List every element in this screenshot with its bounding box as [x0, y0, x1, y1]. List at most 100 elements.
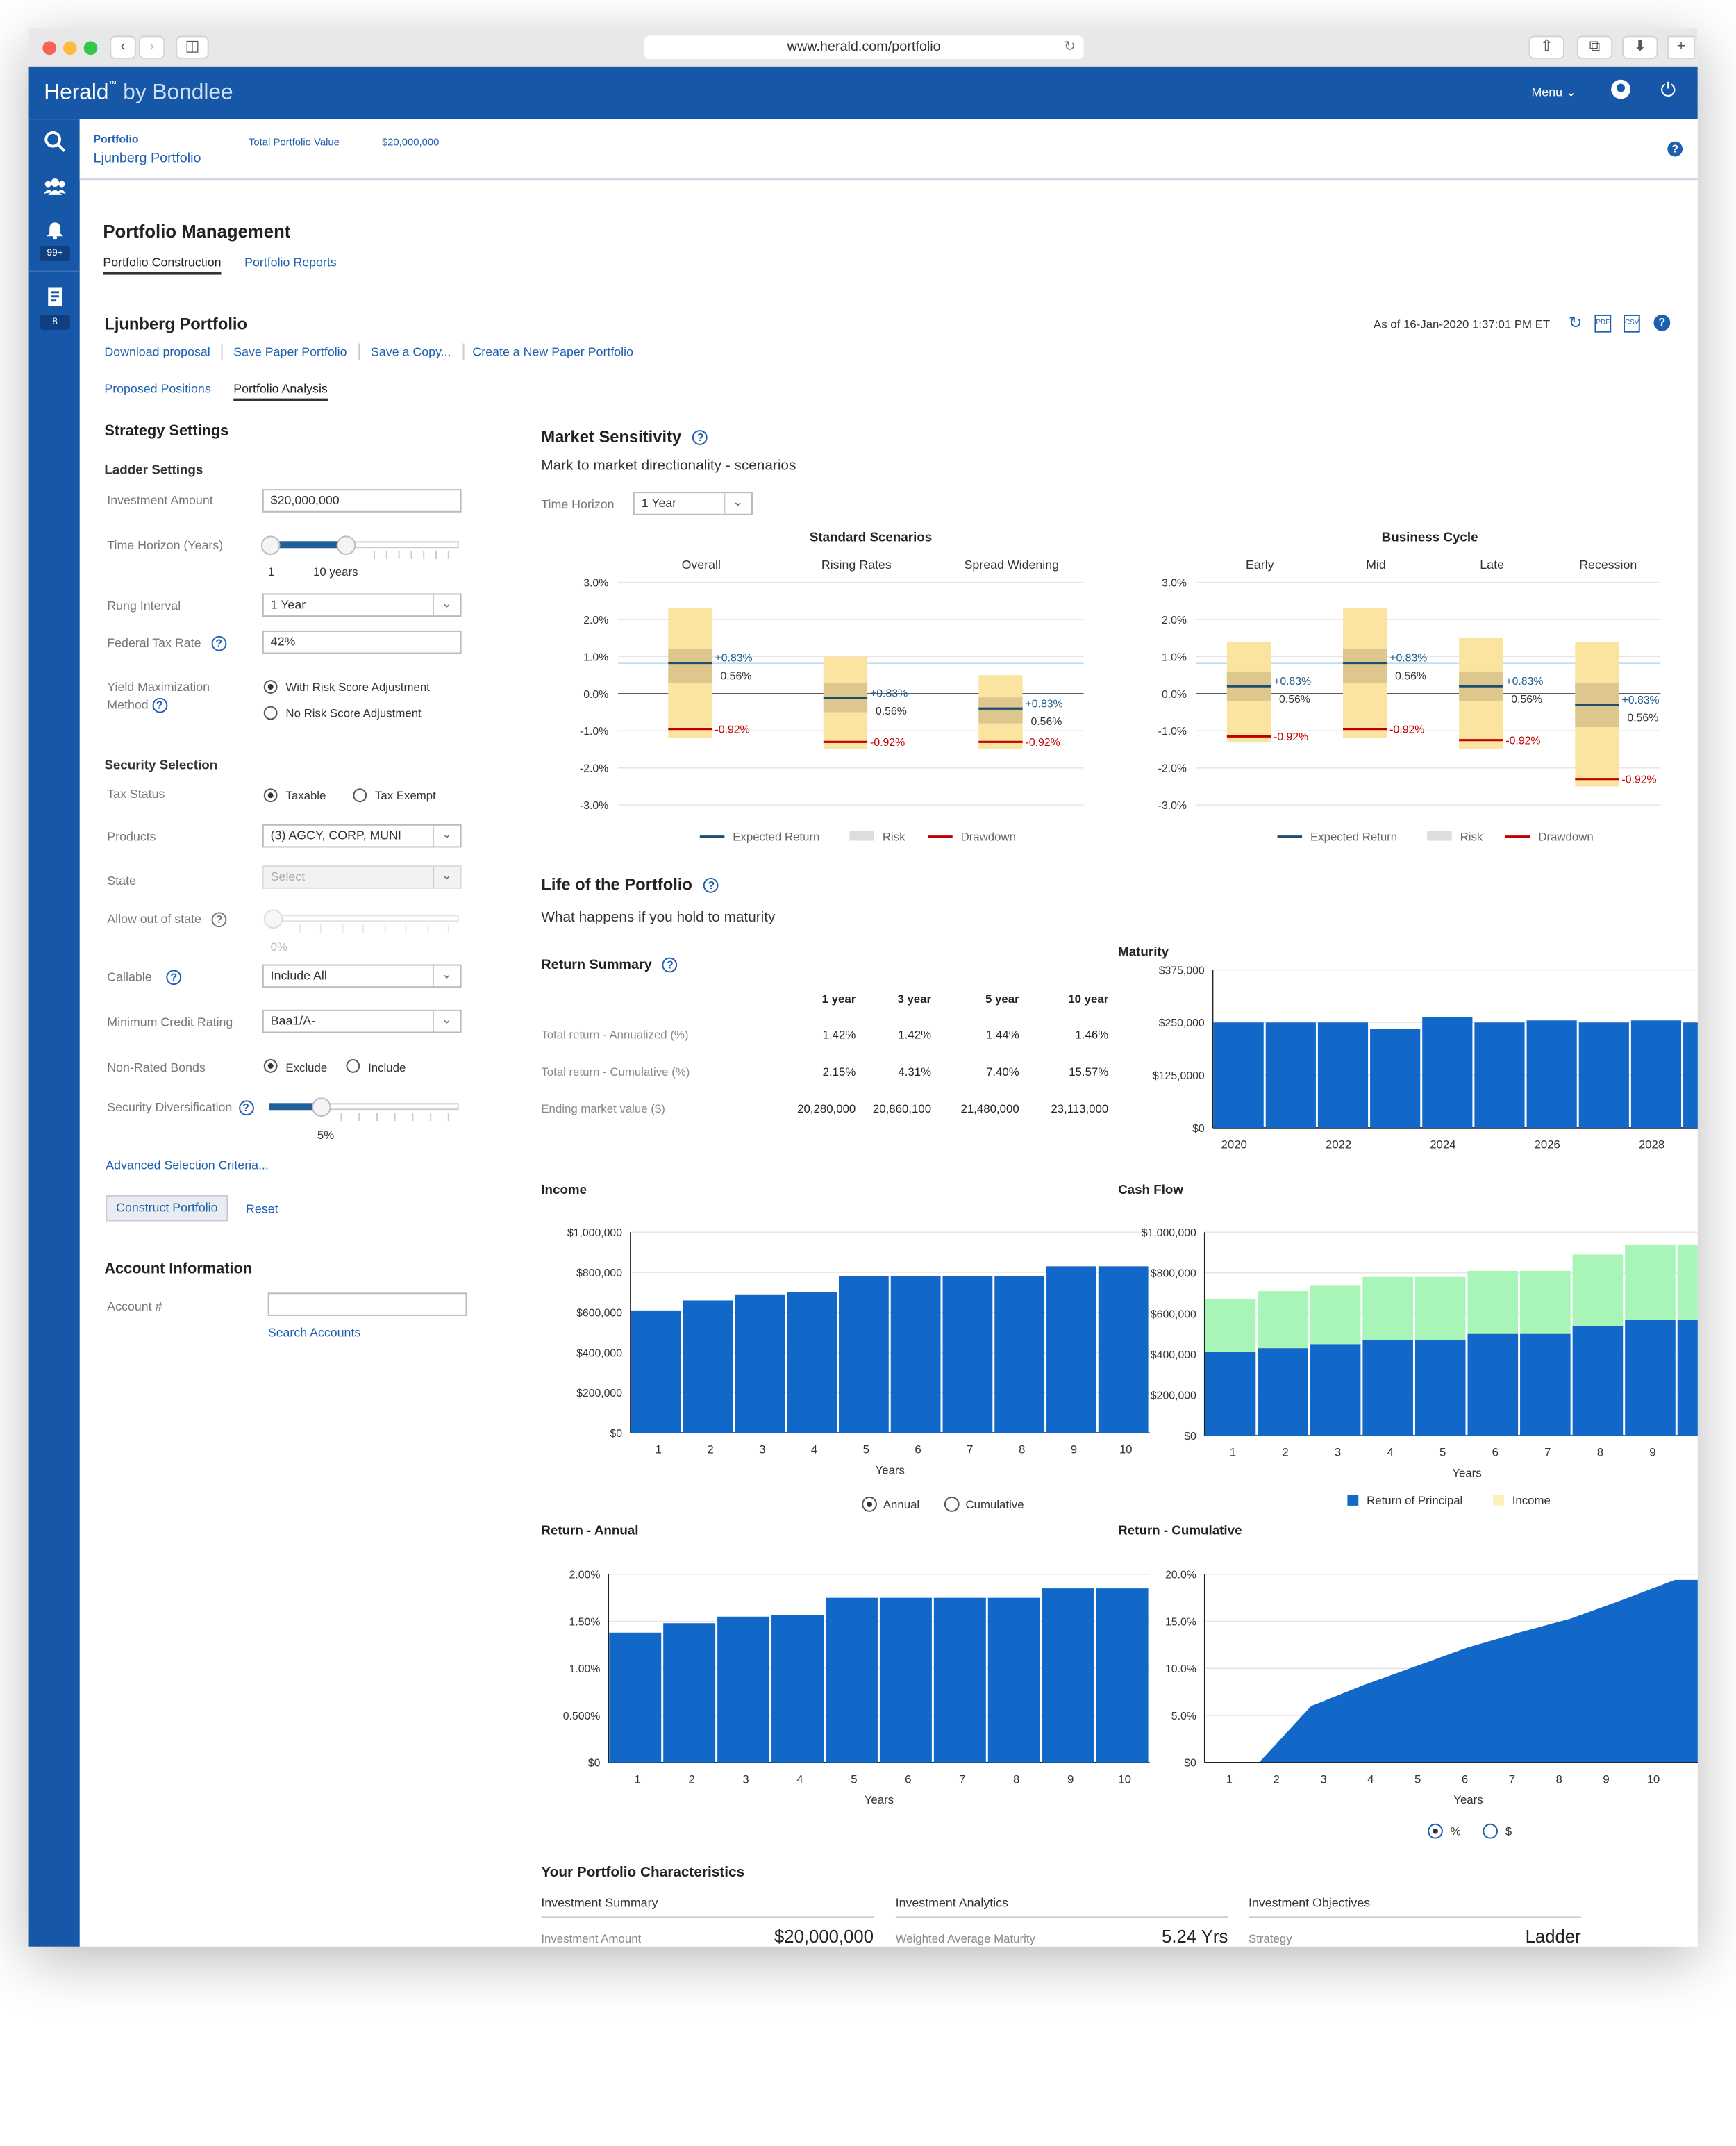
- nonrated-exclude-radio[interactable]: [263, 1059, 278, 1073]
- users-icon[interactable]: [40, 177, 70, 201]
- forward-icon[interactable]: ›: [138, 35, 165, 60]
- min-credit-select[interactable]: Baa1/A-: [262, 1009, 462, 1033]
- help-icon-2[interactable]: ?: [1653, 314, 1671, 331]
- diversification-help-icon[interactable]: ?: [238, 1100, 254, 1116]
- create-paper-portfolio-link[interactable]: Create a New Paper Portfolio: [472, 344, 633, 359]
- bell-icon[interactable]: [40, 221, 70, 243]
- fed-tax-help-icon[interactable]: ?: [211, 636, 227, 651]
- legend-drawdown-label: Drawdown: [1538, 831, 1593, 844]
- bar: [1630, 1020, 1682, 1128]
- divider: [541, 1916, 874, 1918]
- taxable-radio[interactable]: [263, 788, 278, 803]
- x-tick-label: 10: [1647, 1772, 1660, 1786]
- slider-tick: [426, 924, 428, 933]
- tab-portfolio-reports[interactable]: Portfolio Reports: [244, 255, 337, 269]
- minimize-window-icon[interactable]: [62, 41, 77, 56]
- slider-tick: [435, 551, 437, 560]
- reload-icon[interactable]: ↻: [1064, 40, 1076, 56]
- legend-expected-label: Expected Return: [733, 831, 819, 844]
- power-icon[interactable]: ⏻: [1660, 78, 1676, 101]
- allow-oos-help-icon[interactable]: ?: [211, 912, 227, 928]
- zoom-window-icon[interactable]: [83, 41, 98, 56]
- y-tick-label: $400,000: [1151, 1349, 1196, 1361]
- tax-exempt-radio[interactable]: [353, 788, 367, 803]
- construct-portfolio-button[interactable]: Construct Portfolio: [106, 1195, 228, 1222]
- callable-help-icon[interactable]: ?: [166, 970, 182, 985]
- total-value: $20,000,000: [381, 135, 440, 149]
- bar: [1265, 1022, 1316, 1128]
- csv-export-icon[interactable]: CSV: [1623, 314, 1640, 333]
- summary-header: 3 year: [897, 992, 932, 1006]
- bar: [1046, 1266, 1096, 1433]
- allow-oos-slider[interactable]: [272, 915, 459, 922]
- user-icon[interactable]: [1611, 79, 1630, 99]
- slider-tick: [412, 1113, 414, 1122]
- yield-no-risk-radio[interactable]: [263, 706, 278, 720]
- brand-trademark: ™: [108, 81, 117, 90]
- help-icon[interactable]: ?: [1667, 141, 1683, 157]
- life-help-icon[interactable]: ?: [703, 878, 719, 894]
- advanced-criteria-link[interactable]: Advanced Selection Criteria...: [106, 1158, 269, 1172]
- nonrated-include-radio[interactable]: [346, 1059, 360, 1073]
- yield-help-icon[interactable]: ?: [151, 698, 167, 713]
- address-bar[interactable]: www.herald.com/portfolio ↻: [644, 35, 1084, 60]
- summary-cell: 2.15%: [822, 1064, 856, 1079]
- allow-oos-handle[interactable]: [263, 909, 283, 929]
- search-accounts-link[interactable]: Search Accounts: [267, 1325, 361, 1340]
- sidebar-toggle-icon[interactable]: ◫: [176, 35, 209, 60]
- fed-tax-input[interactable]: 42%: [262, 630, 462, 654]
- reset-link[interactable]: Reset: [246, 1201, 278, 1216]
- market-horizon-select[interactable]: 1 Year: [633, 492, 753, 515]
- pdf-export-icon[interactable]: PDF: [1594, 314, 1612, 333]
- x-tick-label: 1: [635, 1772, 641, 1786]
- summary-help-icon[interactable]: ?: [662, 957, 678, 973]
- time-horizon-min-handle[interactable]: [260, 535, 281, 556]
- close-window-icon[interactable]: [42, 41, 57, 56]
- y-tick-label: -1.0%: [1158, 726, 1187, 738]
- report-icon[interactable]: [40, 287, 70, 310]
- back-icon[interactable]: ‹: [110, 35, 136, 60]
- characteristic-label: Investment Amount: [541, 1931, 642, 1945]
- time-horizon-max-handle[interactable]: [336, 535, 356, 556]
- y-tick-label: $600,000: [576, 1308, 622, 1320]
- risk-label: 0.56%: [876, 706, 907, 717]
- cumulative-percent-label: %: [1451, 1825, 1461, 1838]
- x-tick-label: 1: [1226, 1772, 1233, 1786]
- x-tick-label: 4: [796, 1772, 803, 1786]
- tab-portfolio-construction[interactable]: Portfolio Construction: [103, 256, 222, 275]
- cumulative-dollar-radio[interactable]: [1483, 1823, 1499, 1839]
- brand-logo[interactable]: Herald™ by Bondlee: [44, 81, 233, 106]
- subtab-portfolio-analysis[interactable]: Portfolio Analysis: [233, 382, 328, 401]
- bar: [879, 1597, 932, 1763]
- x-tick-label: 9: [1071, 1443, 1077, 1456]
- market-sensitivity-title: Market Sensitivity ?: [541, 427, 708, 447]
- x-tick-label: 2028: [1639, 1138, 1664, 1151]
- y-tick-label: $400,000: [576, 1347, 622, 1359]
- state-select[interactable]: Select: [262, 865, 462, 889]
- search-icon[interactable]: [40, 131, 70, 157]
- summary-row-label: Total return - Cumulative (%): [541, 1064, 690, 1079]
- menu-button[interactable]: Menu ⌄: [1531, 85, 1576, 99]
- new-tab-icon[interactable]: +: [1667, 35, 1695, 60]
- bar: [771, 1615, 824, 1763]
- market-help-icon[interactable]: ?: [692, 430, 708, 446]
- investment-amount-input[interactable]: $20,000,000: [262, 489, 462, 513]
- subtab-proposed-positions[interactable]: Proposed Positions: [104, 381, 211, 396]
- download-proposal-link[interactable]: Download proposal: [104, 344, 210, 359]
- yield-with-risk-radio[interactable]: [263, 680, 278, 694]
- save-copy-link[interactable]: Save a Copy...: [371, 344, 451, 359]
- diversification-handle[interactable]: [311, 1097, 331, 1117]
- products-label: Products: [107, 829, 156, 844]
- tabs-icon[interactable]: ⧉: [1576, 35, 1613, 60]
- download-icon[interactable]: ⬇: [1622, 35, 1658, 60]
- save-paper-portfolio-link[interactable]: Save Paper Portfolio: [233, 344, 347, 359]
- products-select[interactable]: (3) AGCY, CORP, MUNI: [262, 824, 462, 848]
- callable-select[interactable]: Include All: [262, 964, 462, 988]
- share-icon[interactable]: ⇧: [1528, 35, 1564, 60]
- scenario-group-title: Standard Scenarios: [810, 529, 932, 544]
- rung-interval-select[interactable]: 1 Year: [262, 593, 462, 617]
- portfolio-name-link[interactable]: Ljunberg Portfolio: [93, 151, 201, 167]
- income-cumulative-radio[interactable]: [944, 1497, 960, 1512]
- refresh-icon[interactable]: ↻: [1568, 313, 1583, 333]
- account-number-input[interactable]: [267, 1292, 467, 1316]
